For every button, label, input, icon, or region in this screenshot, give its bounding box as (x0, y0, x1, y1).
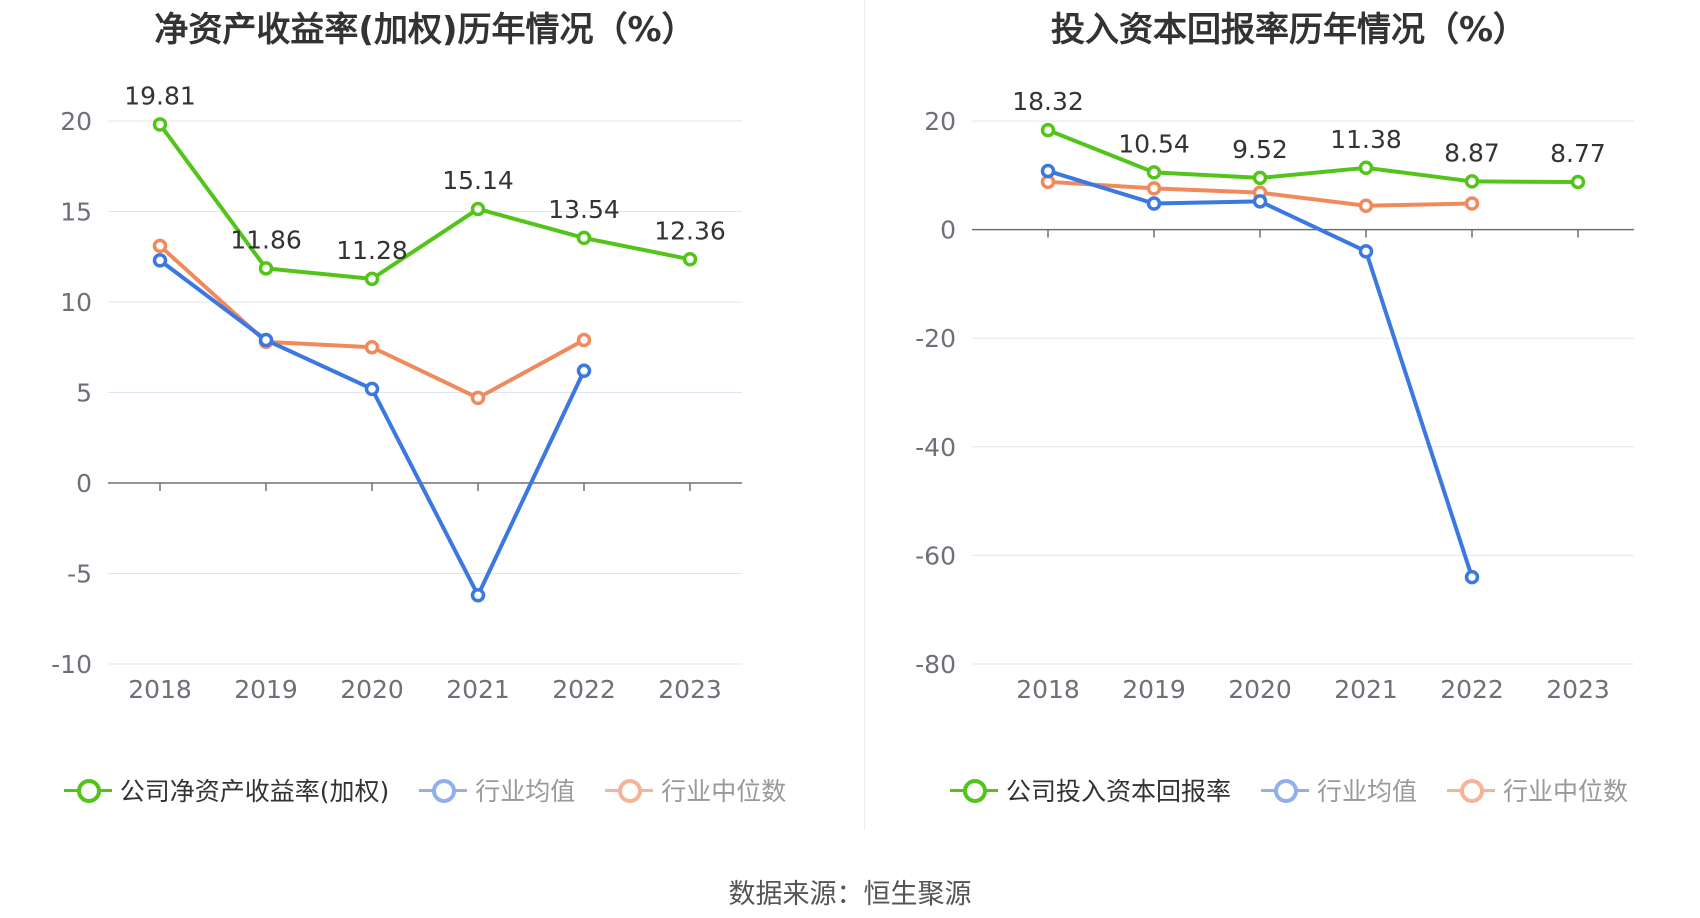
data-point (682, 252, 698, 267)
data-point (152, 117, 168, 132)
x-tick-label: 2023 (1546, 675, 1610, 704)
roe-chart-panel: 净资产收益率(加权)历年情况（%） 20 15 10 5 0 -5 -10 2018 2019 2… (0, 0, 850, 830)
legend-label: 公司投入资本回报率 (1005, 777, 1231, 806)
panel-divider (864, 0, 865, 830)
roic-chart-panel: 投入资本回报率历年情况（%） 20 0 -20 -40 -60 -80 2018 2019 20… (864, 0, 1700, 830)
x-tick-label: 2020 (340, 675, 404, 704)
data-point (1464, 196, 1480, 211)
roe-line-chart: 20 15 10 5 0 -5 -10 2018 2019 2020 2021 2022 2023 19.… (51, 81, 742, 704)
legend-item-company-roe[interactable]: 公司净资产收益率(加权) (63, 772, 390, 808)
x-tick-label: 2022 (552, 675, 616, 704)
legend-item-company-roic[interactable]: 公司投入资本回报率 (949, 772, 1231, 808)
data-label: 8.87 (1444, 138, 1500, 167)
data-source: 数据来源：恒生聚源 (728, 879, 972, 910)
legend-label: 公司净资产收益率(加权) (119, 777, 390, 806)
legend-label: 行业均值 (475, 777, 576, 806)
legend-line-circle-icon (605, 777, 654, 803)
data-point (1358, 244, 1374, 259)
data-point (1252, 170, 1268, 186)
legend-line-circle-icon (949, 777, 998, 803)
legend-item-industry-median[interactable]: 行业中位数 (1447, 772, 1628, 808)
data-point (1358, 160, 1374, 176)
data-point (1464, 174, 1480, 189)
y-tick-label: -10 (51, 650, 92, 679)
data-point (1146, 181, 1162, 196)
data-point (1570, 174, 1586, 190)
data-label: 13.54 (548, 195, 620, 224)
y-tick-label: 20 (924, 107, 956, 136)
y-tick-label: -20 (915, 324, 956, 353)
data-point (470, 201, 486, 217)
data-point (364, 381, 380, 397)
roic-line-chart: 20 0 -20 -40 -60 -80 2018 2019 2020 2021 2022 2023 1… (915, 87, 1634, 704)
y-tick-label: 20 (60, 107, 92, 136)
data-label: 8.77 (1550, 139, 1606, 168)
legend: 公司投入资本回报率 行业均值 行业中位数 (864, 772, 1700, 808)
data-point (258, 332, 274, 348)
y-tick-label: -80 (915, 650, 956, 679)
data-point (576, 332, 592, 348)
y-tick-label: -40 (915, 433, 956, 462)
data-point (470, 587, 486, 603)
legend-label: 行业中位数 (1503, 777, 1629, 806)
data-point (1146, 165, 1162, 180)
series-line (158, 123, 691, 281)
x-tick-label: 2020 (1228, 675, 1292, 704)
data-point (576, 230, 592, 246)
y-tick-label: -5 (67, 560, 92, 589)
x-tick-label: 2021 (1334, 675, 1398, 704)
data-label: 11.28 (336, 236, 408, 265)
data-point (1040, 122, 1056, 138)
legend: 公司净资产收益率(加权) 行业均值 行业中位数 (0, 772, 850, 808)
data-label: 9.52 (1232, 135, 1288, 164)
data-point (364, 340, 380, 355)
series-line (158, 244, 585, 400)
data-point (1464, 569, 1480, 585)
data-point (364, 271, 380, 287)
y-tick-label: 15 (60, 198, 92, 227)
data-point (258, 261, 274, 276)
data-point (470, 390, 486, 406)
legend-item-industry-mean[interactable]: 行业均值 (1260, 772, 1417, 808)
x-tick-label: 2019 (234, 675, 298, 704)
data-point (1358, 198, 1374, 213)
x-tick-label: 2023 (658, 675, 722, 704)
data-label: 11.86 (230, 225, 302, 254)
series-line (158, 258, 586, 598)
y-tick-label: -60 (915, 541, 956, 570)
legend-item-industry-mean[interactable]: 行业均值 (419, 772, 575, 808)
data-point (1146, 196, 1162, 211)
data-label: 10.54 (1118, 129, 1190, 158)
x-tick-label: 2018 (128, 675, 192, 704)
legend-label: 行业中位数 (661, 777, 787, 806)
y-tick-label: 10 (60, 288, 92, 317)
data-label: 19.81 (124, 81, 196, 110)
y-tick-label: 0 (940, 216, 956, 245)
data-label: 12.36 (654, 216, 726, 245)
x-tick-label: 2019 (1122, 675, 1186, 704)
chart-title: 投入资本回报率历年情况（%） (1050, 10, 1528, 50)
data-point (152, 238, 168, 254)
data-label: 11.38 (1330, 125, 1402, 154)
data-label: 15.14 (442, 166, 514, 195)
legend-line-circle-icon (63, 777, 112, 803)
y-tick-label: 0 (76, 469, 92, 498)
data-label: 18.32 (1012, 87, 1084, 116)
x-tick-label: 2021 (446, 675, 510, 704)
legend-item-industry-median[interactable]: 行业中位数 (605, 772, 786, 808)
series-line (1047, 128, 1579, 184)
legend-line-circle-icon (1447, 777, 1495, 803)
data-point (152, 253, 168, 268)
legend-label: 行业均值 (1316, 777, 1417, 806)
data-point (1252, 194, 1268, 209)
y-tick-label: 5 (76, 379, 92, 408)
chart-title: 净资产收益率(加权)历年情况（%） (154, 10, 696, 50)
x-tick-label: 2018 (1016, 675, 1080, 704)
legend-line-circle-icon (1260, 777, 1309, 803)
legend-line-circle-icon (419, 777, 468, 803)
data-point (1040, 163, 1056, 179)
data-point (576, 363, 592, 379)
x-tick-label: 2022 (1440, 675, 1504, 704)
